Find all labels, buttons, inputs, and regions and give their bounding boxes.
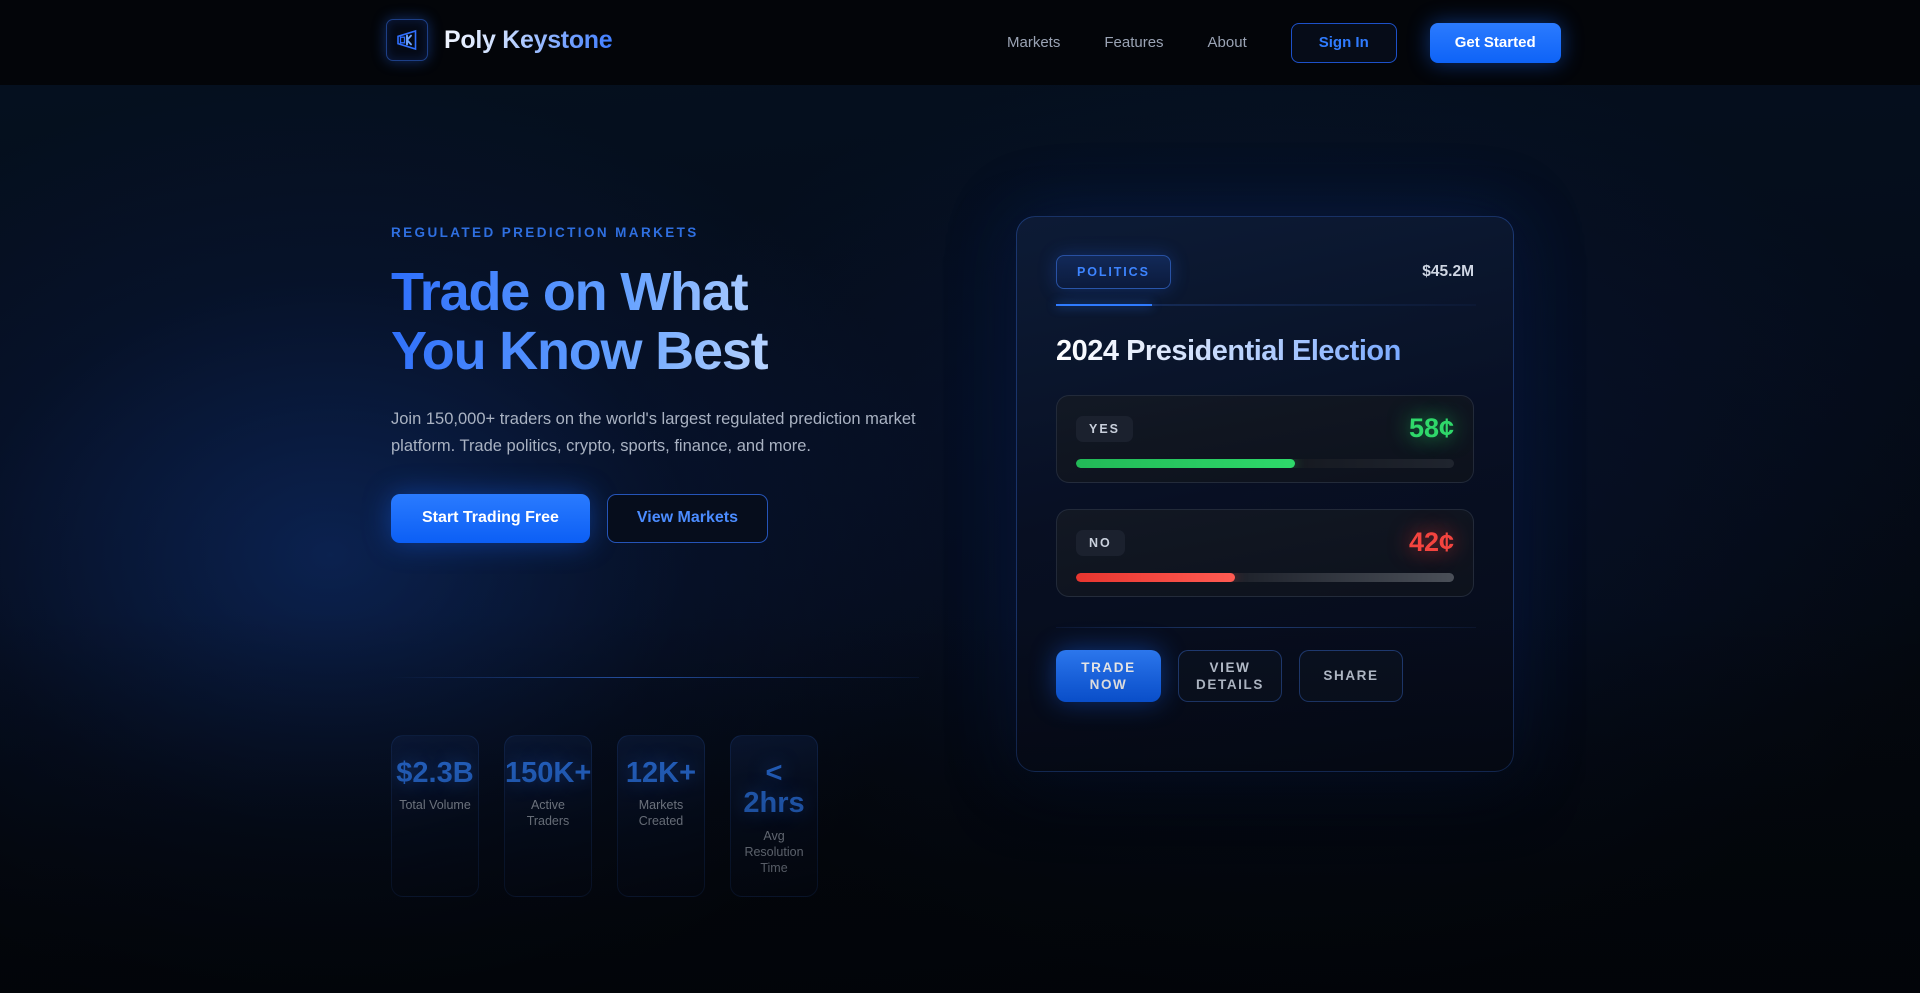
nav-link-markets[interactable]: Markets bbox=[1007, 34, 1061, 51]
stat-value: 12K+ bbox=[625, 757, 697, 789]
hero-eyebrow: REGULATED PREDICTION MARKETS bbox=[391, 225, 699, 240]
stat-label: Markets Created bbox=[638, 798, 684, 829]
stat-card-total-volume: $2.3B Total Volume bbox=[391, 735, 479, 897]
stat-value: $2.3B bbox=[396, 757, 474, 789]
outcome-price-no: 42¢ bbox=[1408, 527, 1454, 557]
hero-cta-row: Start Trading Free View Markets bbox=[391, 493, 931, 543]
keystone-logo-icon bbox=[386, 19, 428, 61]
share-button[interactable]: SHARE bbox=[1299, 650, 1403, 702]
stat-label: Avg Resolution Time bbox=[744, 828, 804, 875]
nav-link-features[interactable]: Features bbox=[1104, 34, 1164, 51]
outcome-yes-header: YES 58¢ bbox=[1076, 413, 1454, 444]
category-badge-politics[interactable]: POLITICS bbox=[1056, 255, 1171, 289]
outcome-row-yes[interactable]: YES 58¢ bbox=[1056, 395, 1474, 483]
stat-label: Active Traders bbox=[526, 798, 570, 829]
market-card-actions: TRADE NOW VIEW DETAILS SHARE bbox=[1056, 650, 1474, 702]
outcome-tag-no: NO bbox=[1076, 529, 1125, 556]
hero-subtitle: Join 150,000+ traders on the world's lar… bbox=[391, 410, 916, 455]
brand-logo[interactable]: Poly Keystone bbox=[386, 19, 613, 61]
featured-market-card: POLITICS $45.2M 2024 Presidential Electi… bbox=[1016, 216, 1514, 772]
trade-now-button[interactable]: TRADE NOW bbox=[1056, 650, 1161, 702]
hero-headline-line-1: Trade on What bbox=[391, 262, 748, 322]
start-trading-free-button[interactable]: Start Trading Free bbox=[391, 493, 590, 543]
market-title: 2024 Presidential Election bbox=[1056, 335, 1474, 368]
view-markets-button[interactable]: View Markets bbox=[606, 493, 769, 543]
outcome-price-yes: 58¢ bbox=[1408, 413, 1454, 443]
market-card-header: POLITICS $45.2M bbox=[1056, 255, 1474, 289]
stats-row: $2.3B Total Volume 150K+ Active Traders … bbox=[391, 735, 818, 897]
outcome-row-no[interactable]: NO 42¢ bbox=[1056, 509, 1474, 597]
outcome-tag-yes: YES bbox=[1076, 415, 1134, 442]
tab-indicator-line bbox=[1056, 304, 1476, 306]
hero-headline-line-2: You Know Best bbox=[391, 320, 768, 381]
market-volume: $45.2M bbox=[1422, 263, 1474, 280]
outcome-yes-progress-fill bbox=[1076, 459, 1296, 468]
outcome-yes-progress-track bbox=[1076, 459, 1454, 468]
sign-in-button[interactable]: Sign In bbox=[1290, 22, 1397, 63]
stat-value: < 2hrs bbox=[743, 757, 805, 820]
stat-card-avg-resolution-time: < 2hrs Avg Resolution Time bbox=[730, 735, 818, 897]
outcome-no-progress-track bbox=[1076, 573, 1454, 582]
section-divider bbox=[391, 677, 919, 678]
hero-section: REGULATED PREDICTION MARKETS Trade on Wh… bbox=[0, 85, 1920, 993]
stat-value: 150K+ bbox=[505, 757, 592, 789]
get-started-button[interactable]: Get Started bbox=[1429, 22, 1561, 63]
outcome-no-progress-fill bbox=[1076, 573, 1235, 582]
site-header: Poly Keystone Markets Features About Sig… bbox=[0, 0, 1920, 85]
stat-card-markets-created: 12K+ Markets Created bbox=[617, 735, 705, 897]
stat-label: Total Volume bbox=[399, 798, 471, 813]
stat-card-active-traders: 150K+ Active Traders bbox=[504, 735, 592, 897]
main-navigation: Markets Features About Sign In Get Start… bbox=[985, 0, 1561, 85]
brand-name: Poly Keystone bbox=[444, 25, 613, 54]
market-card-separator bbox=[1056, 627, 1476, 628]
hero-left-column: REGULATED PREDICTION MARKETS Trade on Wh… bbox=[391, 225, 931, 897]
nav-link-about[interactable]: About bbox=[1207, 34, 1247, 51]
hero-headline: Trade on What You Know Best bbox=[391, 263, 931, 380]
outcome-no-header: NO 42¢ bbox=[1076, 527, 1454, 558]
view-details-button[interactable]: VIEW DETAILS bbox=[1178, 650, 1282, 702]
